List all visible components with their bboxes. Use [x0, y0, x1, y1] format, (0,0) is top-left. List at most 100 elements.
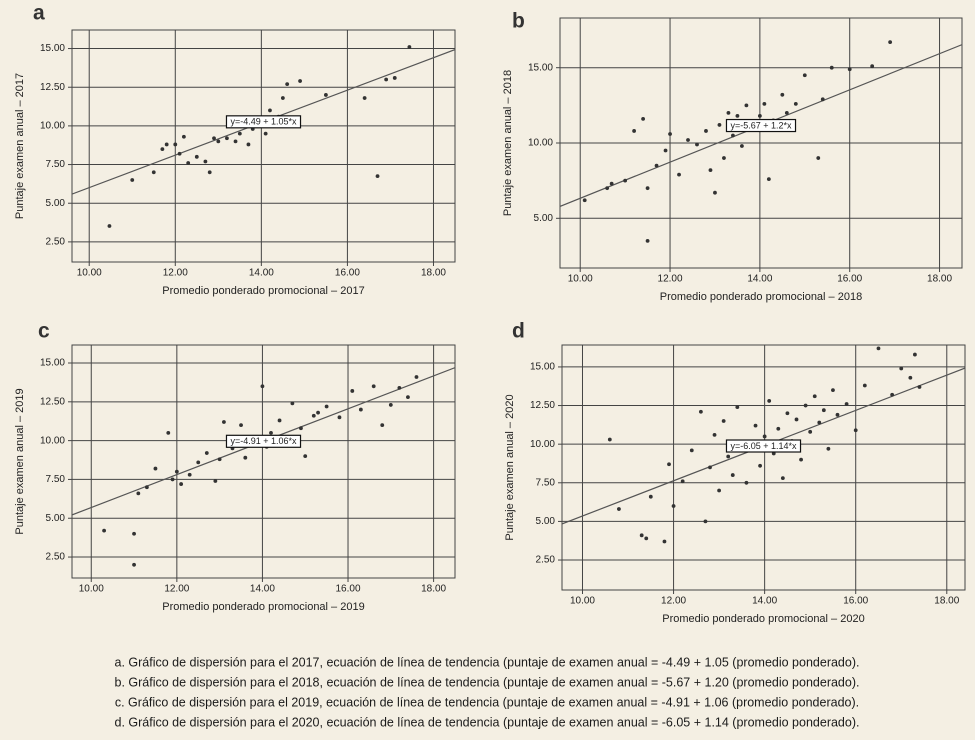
point — [217, 457, 222, 462]
y-tick-label: 10.00 — [530, 439, 555, 450]
y-tick-label: 15.00 — [528, 62, 553, 73]
y-tick-label: 2.50 — [536, 555, 556, 566]
x-tick-label: 14.00 — [250, 584, 275, 595]
point — [808, 429, 813, 434]
y-tick-label: 12.50 — [40, 82, 65, 93]
point — [876, 346, 881, 351]
point — [712, 433, 717, 437]
point — [358, 407, 363, 412]
point — [794, 417, 799, 422]
point — [371, 384, 376, 389]
point — [744, 480, 749, 485]
panel-group: 10.00 12.00 14.00 16.00 18.00 2.50 5.00 7.50 10.… — [14, 2, 456, 297]
point — [677, 172, 681, 177]
point — [744, 103, 749, 108]
point — [617, 507, 621, 511]
point — [663, 148, 668, 153]
point — [821, 408, 826, 413]
point — [107, 224, 112, 228]
point — [280, 96, 285, 100]
point — [151, 170, 156, 175]
point — [641, 117, 645, 121]
point — [186, 161, 191, 165]
y-tick-label: 2.50 — [46, 552, 66, 563]
point — [623, 178, 628, 183]
point — [799, 457, 803, 462]
point — [414, 375, 419, 379]
panel-letter: c — [38, 320, 50, 343]
point — [243, 455, 248, 460]
x-axis-title: Promedio ponderado promocional – 2017 — [162, 285, 364, 297]
y-tick-label: 12.50 — [530, 400, 555, 411]
point — [324, 404, 329, 409]
x-tick-label: 14.00 — [249, 268, 274, 279]
point — [753, 423, 758, 428]
point — [392, 76, 397, 80]
point — [174, 469, 179, 474]
point — [708, 168, 713, 173]
point — [776, 426, 781, 431]
point — [132, 562, 136, 567]
point — [632, 129, 637, 133]
point — [735, 113, 740, 118]
point — [144, 485, 149, 490]
x-tick-label: 14.00 — [747, 274, 772, 285]
caption-line: a. Gráfico de dispersión para el 2017, e… — [115, 655, 860, 669]
equation-box — [725, 439, 802, 453]
point — [204, 451, 209, 455]
point — [166, 430, 171, 435]
point — [130, 178, 135, 182]
point — [375, 174, 380, 179]
equation-box — [225, 115, 302, 129]
point — [153, 466, 158, 471]
point — [269, 430, 273, 435]
point — [290, 401, 295, 406]
point — [380, 423, 385, 427]
panel-letter: b — [512, 10, 525, 33]
x-tick-label: 16.00 — [837, 274, 862, 285]
point — [835, 412, 840, 417]
y-tick-label: 5.00 — [46, 513, 66, 524]
point — [362, 96, 367, 100]
point — [802, 73, 807, 78]
point — [196, 460, 201, 465]
equation-label: y=-5.67 + 1.2*x — [730, 120, 792, 130]
point — [722, 156, 726, 160]
x-tick-label: 16.00 — [335, 268, 360, 279]
point — [717, 488, 722, 493]
point — [311, 413, 316, 418]
point — [164, 142, 169, 147]
point — [177, 151, 182, 156]
point — [194, 154, 199, 159]
point — [645, 238, 650, 243]
point — [917, 385, 922, 389]
point — [263, 131, 268, 136]
equation-label: y=-6.05 + 1.14*x — [730, 441, 797, 451]
point — [397, 385, 402, 390]
point — [767, 399, 772, 403]
y-axis-title: Puntaje examen anual – 2017 — [14, 73, 26, 219]
point — [607, 437, 612, 442]
point — [913, 352, 917, 357]
point — [703, 519, 708, 524]
point — [298, 79, 302, 83]
x-tick-label: 16.00 — [843, 596, 868, 607]
point — [212, 136, 216, 141]
panel-letter: a — [33, 2, 45, 25]
x-axis-title: Promedio ponderado promocional – 2018 — [660, 291, 862, 303]
y-axis-title: Puntaje examen anual – 2020 — [504, 394, 516, 540]
point — [853, 428, 858, 433]
point — [680, 479, 685, 484]
point — [758, 463, 762, 468]
point — [820, 97, 825, 102]
point — [671, 504, 676, 508]
point — [102, 528, 106, 533]
point — [187, 472, 192, 477]
point — [237, 131, 242, 136]
point — [757, 113, 762, 118]
point — [303, 454, 308, 459]
point — [285, 82, 290, 87]
point — [132, 531, 136, 536]
point — [847, 67, 852, 72]
point — [667, 462, 671, 467]
